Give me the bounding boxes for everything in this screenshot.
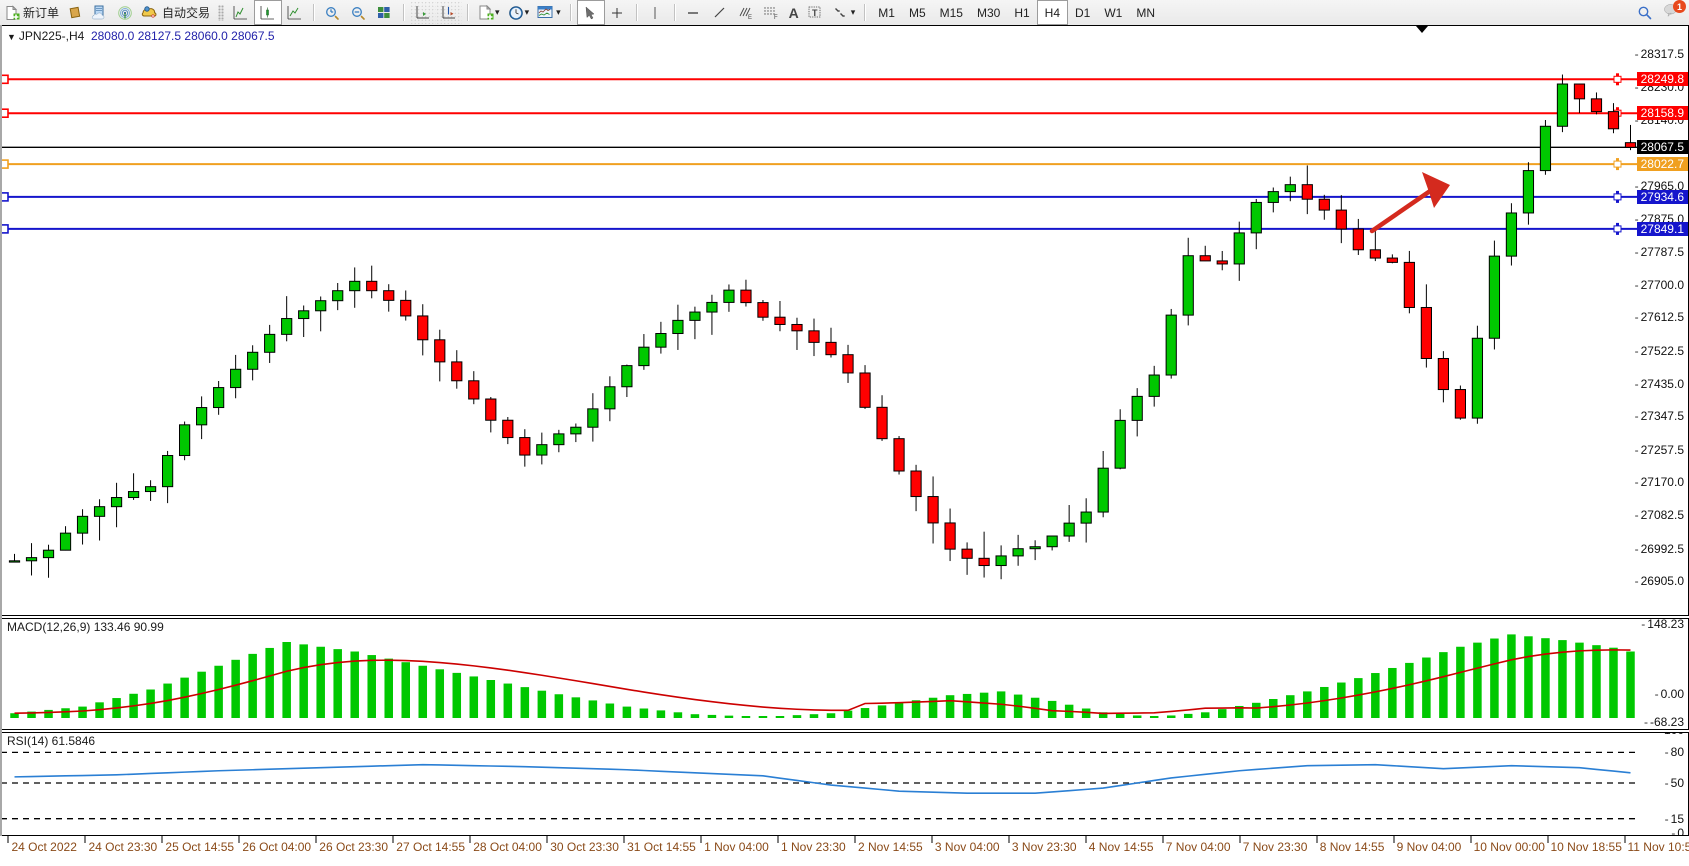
svg-text:F: F [774,15,778,21]
svg-text:E: E [748,15,752,21]
svg-text:T: T [812,8,818,18]
